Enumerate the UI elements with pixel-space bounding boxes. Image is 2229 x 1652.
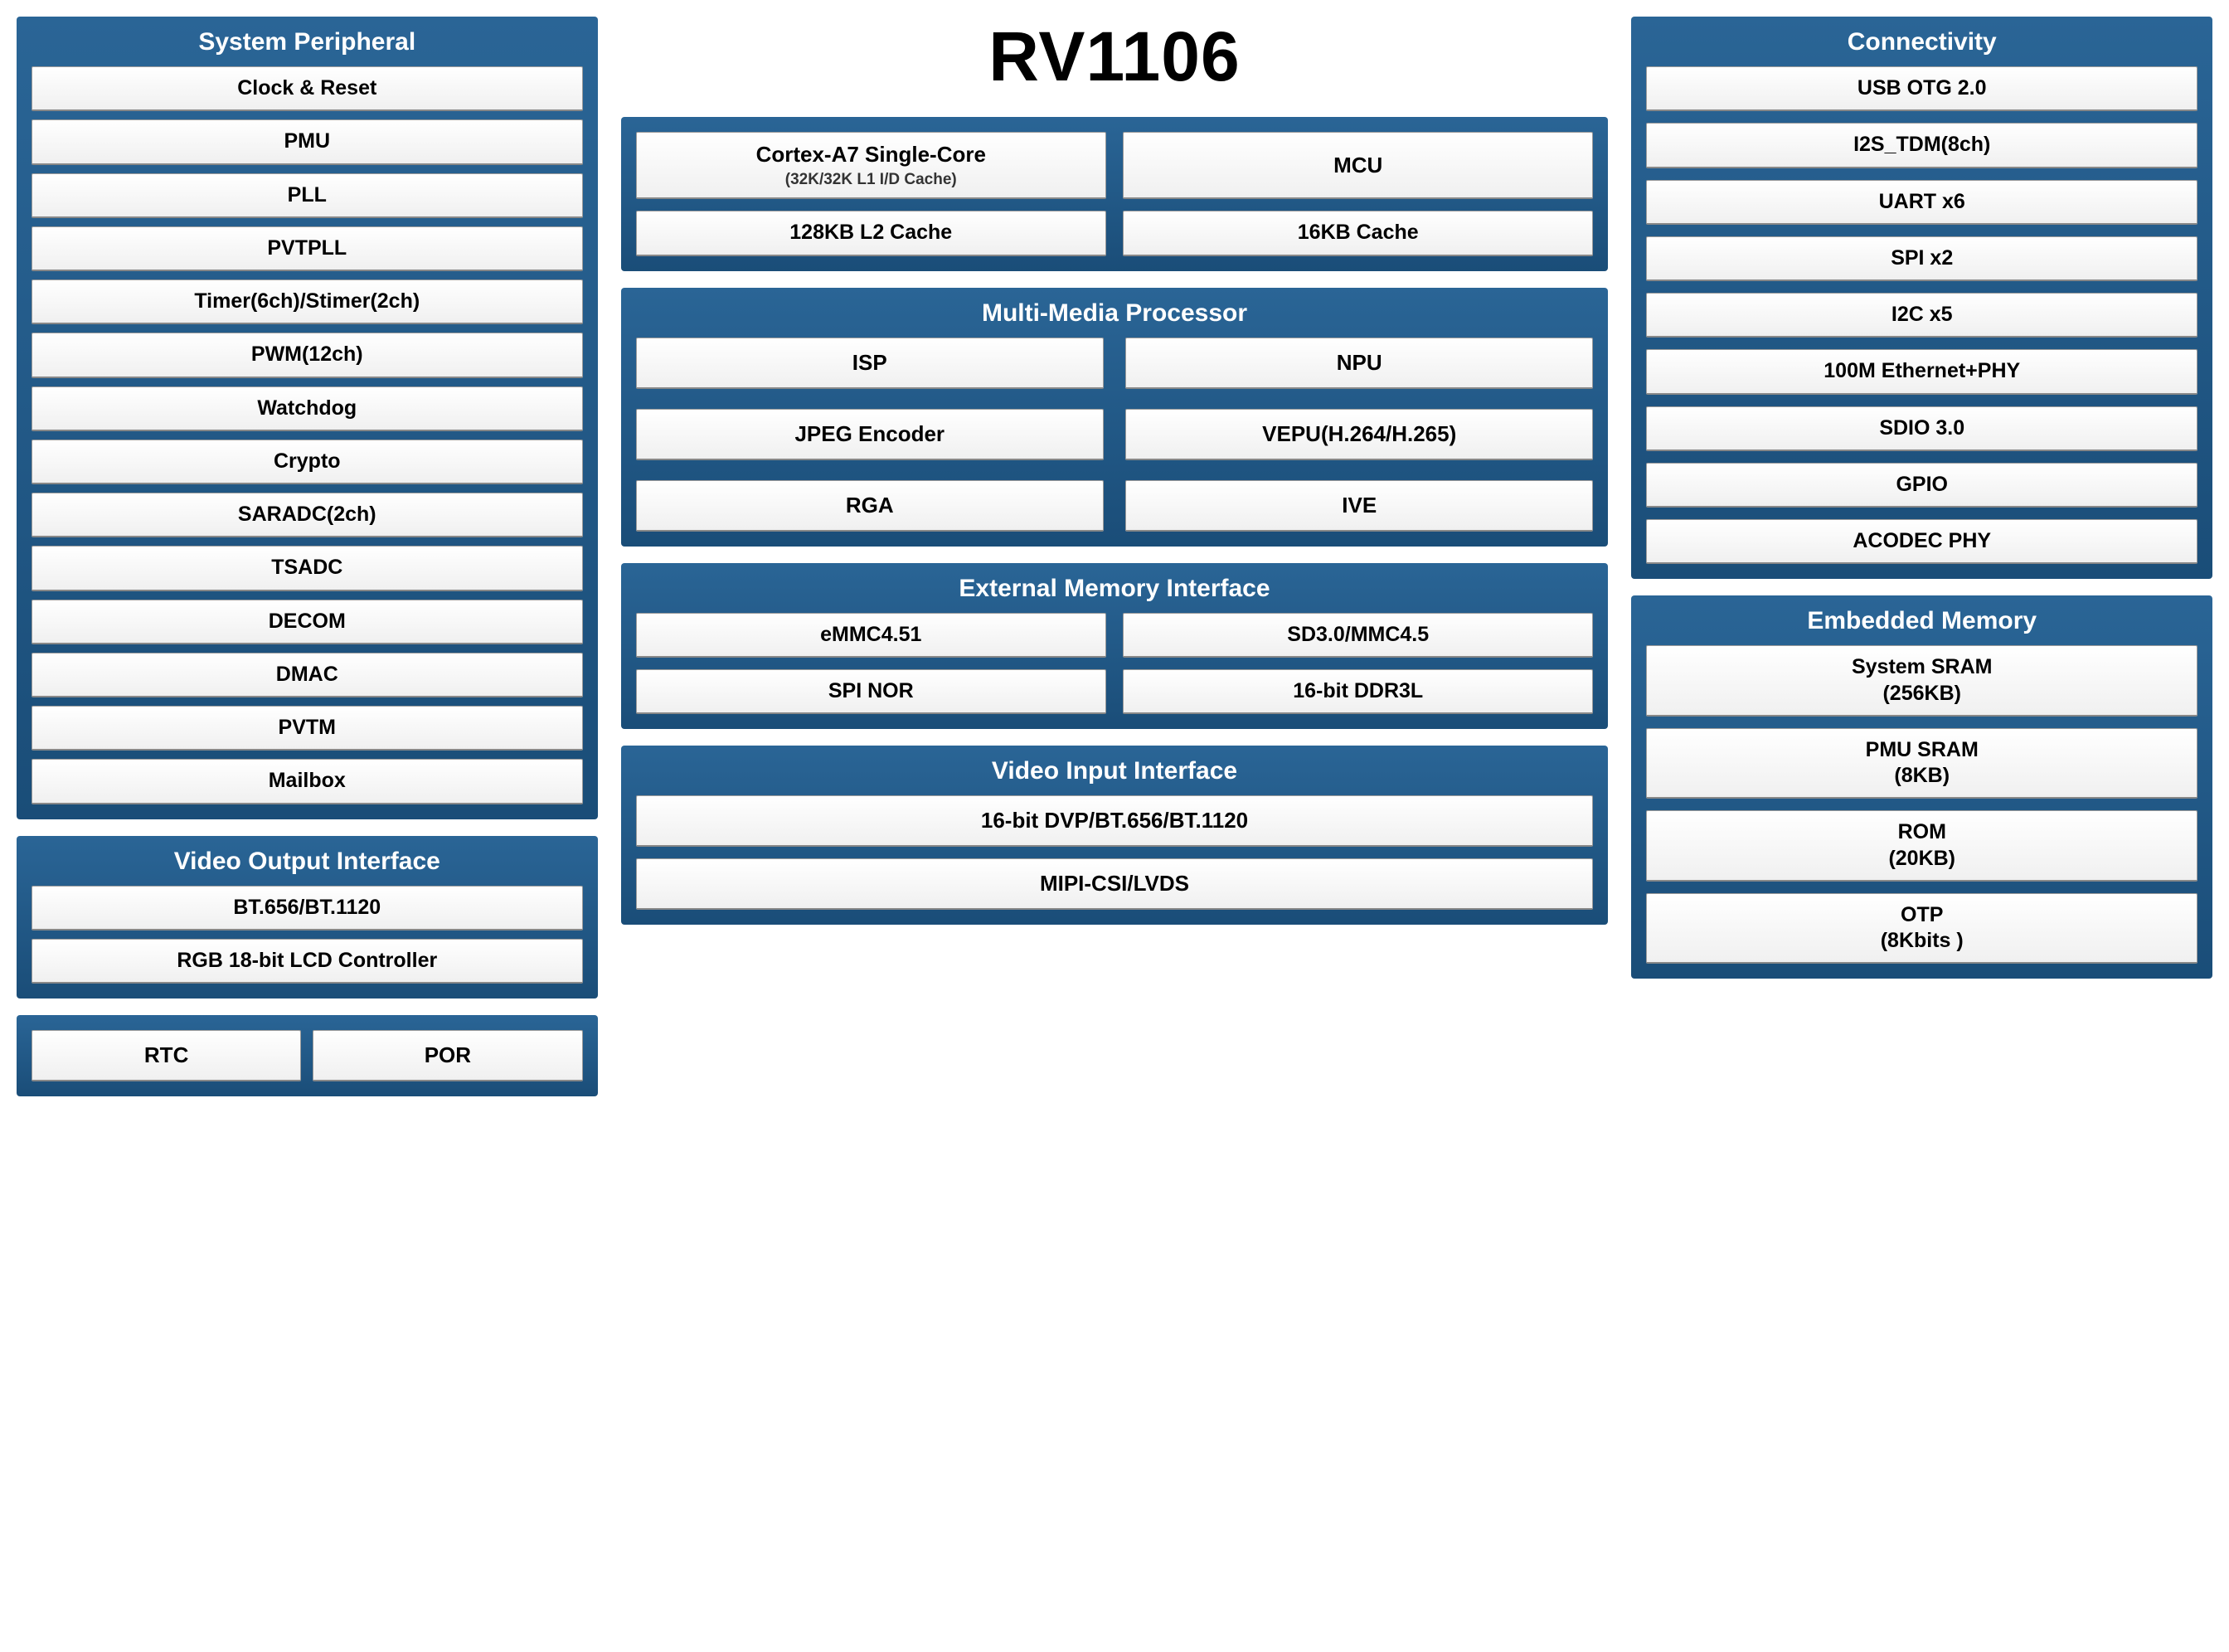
conn-cell: I2S_TDM(8ch) xyxy=(1646,123,2197,168)
external-memory-block: External Memory Interface eMMC4.51 SD3.0… xyxy=(621,563,1609,730)
conn-cell: USB OTG 2.0 xyxy=(1646,66,2197,111)
ext-mem-cells: eMMC4.51 SD3.0/MMC4.5 SPI NOR 16-bit DDR… xyxy=(636,613,1594,715)
connectivity-title: Connectivity xyxy=(1646,28,2197,56)
video-input-cells: 16-bit DVP/BT.656/BT.1120 MIPI-CSI/LVDS xyxy=(636,795,1594,910)
video-output-block: Video Output Interface BT.656/BT.1120 RG… xyxy=(17,836,598,999)
em-cell: System SRAM (256KB) xyxy=(1646,645,2197,717)
sp-cell: TSADC xyxy=(32,546,583,590)
mcu-cache-cell: 16KB Cache xyxy=(1123,211,1593,255)
cortex-a7-sub: (32K/32K L1 I/D Cache) xyxy=(647,170,1095,190)
system-peripheral-cells: Clock & Reset PMU PLL PVTPLL Timer(6ch)/… xyxy=(32,66,583,804)
vi-cell: MIPI-CSI/LVDS xyxy=(636,858,1594,910)
sp-cell: PVTPLL xyxy=(32,226,583,271)
video-input-title: Video Input Interface xyxy=(636,757,1594,785)
video-output-cells: BT.656/BT.1120 RGB 18-bit LCD Controller xyxy=(32,886,583,984)
sp-cell: PVTM xyxy=(32,706,583,751)
ext-mem-cell: eMMC4.51 xyxy=(636,613,1106,658)
conn-cell: SPI x2 xyxy=(1646,236,2197,281)
em-line2: (8KB) xyxy=(1657,763,2187,789)
em-line2: (8Kbits ) xyxy=(1657,928,2187,954)
em-line2: (20KB) xyxy=(1657,846,2187,872)
mmp-cells: ISP NPU JPEG Encoder VEPU(H.264/H.265) R… xyxy=(636,338,1594,532)
mmp-cell: ISP xyxy=(636,338,1104,389)
right-column: Connectivity USB OTG 2.0 I2S_TDM(8ch) UA… xyxy=(1631,17,2212,979)
ext-mem-cell: SD3.0/MMC4.5 xyxy=(1123,613,1593,658)
mmp-cell: JPEG Encoder xyxy=(636,409,1104,460)
em-cell: ROM (20KB) xyxy=(1646,810,2197,882)
multimedia-processor-block: Multi-Media Processor ISP NPU JPEG Encod… xyxy=(621,288,1609,547)
mmp-cell: IVE xyxy=(1125,480,1593,532)
sp-cell: Clock & Reset xyxy=(32,66,583,111)
cpu-cells: Cortex-A7 Single-Core (32K/32K L1 I/D Ca… xyxy=(636,132,1594,256)
em-cell: PMU SRAM (8KB) xyxy=(1646,728,2197,799)
connectivity-block: Connectivity USB OTG 2.0 I2S_TDM(8ch) UA… xyxy=(1631,17,2212,579)
vo-cell: BT.656/BT.1120 xyxy=(32,886,583,930)
conn-cell: SDIO 3.0 xyxy=(1646,406,2197,451)
em-line1: System SRAM xyxy=(1657,654,2187,680)
system-peripheral-title: System Peripheral xyxy=(32,28,583,56)
cpu-block: Cortex-A7 Single-Core (32K/32K L1 I/D Ca… xyxy=(621,117,1609,271)
sp-cell: Crypto xyxy=(32,440,583,484)
ext-mem-cell: SPI NOR xyxy=(636,669,1106,714)
sp-cell: PLL xyxy=(32,173,583,218)
conn-cell: UART x6 xyxy=(1646,180,2197,225)
ext-mem-title: External Memory Interface xyxy=(636,575,1594,603)
conn-cell: I2C x5 xyxy=(1646,293,2197,338)
mmp-title: Multi-Media Processor xyxy=(636,299,1594,328)
conn-cell: GPIO xyxy=(1646,463,2197,508)
sp-cell: DMAC xyxy=(32,653,583,697)
center-column: RV1106 Cortex-A7 Single-Core (32K/32K L1… xyxy=(621,17,1609,925)
l2-cache-cell: 128KB L2 Cache xyxy=(636,211,1106,255)
embedded-memory-cells: System SRAM (256KB) PMU SRAM (8KB) ROM (… xyxy=(1646,645,2197,964)
em-line2: (256KB) xyxy=(1657,681,2187,707)
sp-cell: PWM(12ch) xyxy=(32,333,583,377)
mmp-cell: NPU xyxy=(1125,338,1593,389)
em-line1: ROM xyxy=(1657,819,2187,845)
rtc-por-block: RTC POR xyxy=(17,1015,598,1096)
em-cell: OTP (8Kbits ) xyxy=(1646,893,2197,964)
conn-cell: ACODEC PHY xyxy=(1646,519,2197,564)
vo-cell: RGB 18-bit LCD Controller xyxy=(32,939,583,984)
rtc-por-cells: RTC POR xyxy=(32,1030,583,1081)
mmp-cell: VEPU(H.264/H.265) xyxy=(1125,409,1593,460)
embedded-memory-block: Embedded Memory System SRAM (256KB) PMU … xyxy=(1631,595,2212,979)
system-peripheral-block: System Peripheral Clock & Reset PMU PLL … xyxy=(17,17,598,819)
ext-mem-cell: 16-bit DDR3L xyxy=(1123,669,1593,714)
mmp-cell: RGA xyxy=(636,480,1104,532)
sp-cell: PMU xyxy=(32,119,583,164)
embedded-memory-title: Embedded Memory xyxy=(1646,607,2197,635)
mcu-cell: MCU xyxy=(1123,132,1593,199)
video-output-title: Video Output Interface xyxy=(32,848,583,876)
vi-cell: 16-bit DVP/BT.656/BT.1120 xyxy=(636,795,1594,847)
conn-cell: 100M Ethernet+PHY xyxy=(1646,349,2197,394)
sp-cell: Watchdog xyxy=(32,386,583,431)
left-column: System Peripheral Clock & Reset PMU PLL … xyxy=(17,17,598,1096)
connectivity-cells: USB OTG 2.0 I2S_TDM(8ch) UART x6 SPI x2 … xyxy=(1646,66,2197,564)
chip-block-diagram: System Peripheral Clock & Reset PMU PLL … xyxy=(17,17,2212,1096)
cortex-a7-main: Cortex-A7 Single-Core xyxy=(647,141,1095,168)
cortex-a7-cell: Cortex-A7 Single-Core (32K/32K L1 I/D Ca… xyxy=(636,132,1106,199)
em-line1: OTP xyxy=(1657,902,2187,928)
sp-cell: Mailbox xyxy=(32,759,583,804)
sp-cell: DECOM xyxy=(32,600,583,644)
video-input-block: Video Input Interface 16-bit DVP/BT.656/… xyxy=(621,746,1609,925)
em-line1: PMU SRAM xyxy=(1657,737,2187,763)
sp-cell: SARADC(2ch) xyxy=(32,493,583,537)
por-cell: POR xyxy=(313,1030,582,1081)
chip-title: RV1106 xyxy=(621,17,1609,97)
rtc-cell: RTC xyxy=(32,1030,301,1081)
sp-cell: Timer(6ch)/Stimer(2ch) xyxy=(32,279,583,324)
